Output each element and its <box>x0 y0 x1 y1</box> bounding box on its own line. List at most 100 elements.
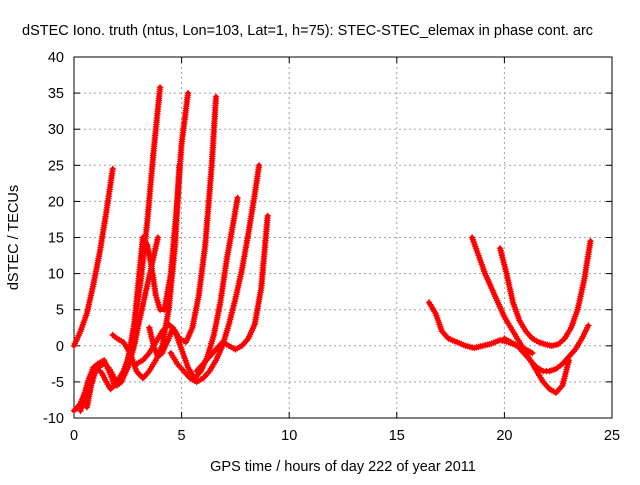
data-marker <box>156 351 164 359</box>
data-marker <box>537 366 545 374</box>
data-marker <box>460 341 467 349</box>
data-marker <box>111 333 119 340</box>
data-series <box>133 194 241 382</box>
data-marker <box>493 297 501 304</box>
data-marker <box>88 370 96 377</box>
data-marker <box>550 366 558 373</box>
data-marker <box>431 307 438 315</box>
data-marker <box>505 337 512 345</box>
data-marker <box>573 308 580 316</box>
y-tick-label: -10 <box>43 411 64 427</box>
data-marker <box>443 333 451 340</box>
data-marker <box>223 341 230 348</box>
data-marker <box>184 92 191 99</box>
data-marker <box>185 373 192 380</box>
data-marker <box>477 343 484 350</box>
data-marker <box>119 370 126 377</box>
data-marker <box>543 367 550 375</box>
data-marker <box>451 338 459 345</box>
data-marker <box>229 222 237 229</box>
data-marker <box>538 376 546 383</box>
data-marker <box>223 258 230 265</box>
data-marker <box>437 325 445 333</box>
data-marker <box>156 304 163 311</box>
x-tick-label: 15 <box>389 428 405 444</box>
data-marker <box>118 337 125 345</box>
data-marker <box>176 164 183 171</box>
data-marker <box>132 365 139 373</box>
data-marker <box>559 337 566 344</box>
y-tick-label: 15 <box>48 231 64 247</box>
data-marker <box>557 384 565 391</box>
data-marker <box>147 261 155 268</box>
data-marker <box>96 367 104 375</box>
data-marker <box>577 337 584 344</box>
data-marker <box>487 282 494 290</box>
data-marker <box>231 297 239 305</box>
grid <box>74 57 612 418</box>
y-tick-label: 40 <box>48 50 64 66</box>
data-series <box>468 234 573 396</box>
data-marker <box>544 384 552 391</box>
data-marker <box>164 337 171 344</box>
y-tick-label: -5 <box>51 375 64 391</box>
data-marker <box>142 239 149 246</box>
data-marker <box>151 341 158 348</box>
y-tick-label: 20 <box>48 194 64 210</box>
data-series <box>167 162 263 386</box>
data-marker <box>108 369 115 376</box>
data-marker <box>533 337 540 345</box>
data-marker <box>500 311 507 319</box>
data-marker <box>76 330 83 337</box>
y-axis-label: dSTEC / TECUs <box>6 185 22 290</box>
data-marker <box>211 348 218 355</box>
data-marker <box>96 250 103 258</box>
data-marker <box>509 297 516 304</box>
data-marker <box>184 362 191 369</box>
data-marker <box>109 167 116 175</box>
data-layer <box>70 84 594 414</box>
data-marker <box>188 326 195 334</box>
y-tick-label: 10 <box>48 267 64 283</box>
data-marker <box>217 340 225 348</box>
data-marker <box>243 337 250 344</box>
data-marker <box>80 395 88 402</box>
chart-title: dSTEC Iono. truth (ntus, Lon=103, Lat=1,… <box>22 23 593 39</box>
data-marker <box>105 383 113 390</box>
data-marker <box>98 361 106 369</box>
data-marker <box>264 214 271 222</box>
data-marker <box>527 333 534 340</box>
data-marker <box>82 312 90 319</box>
data-marker <box>216 301 224 308</box>
data-marker <box>550 388 558 395</box>
data-marker <box>211 359 218 366</box>
data-series <box>193 212 271 375</box>
data-marker <box>144 351 151 359</box>
data-marker <box>212 95 220 103</box>
data-marker <box>225 323 232 330</box>
data-series <box>501 322 592 375</box>
y-tick-label: 30 <box>48 122 64 138</box>
data-marker <box>178 366 186 373</box>
data-marker <box>515 315 522 322</box>
data-marker <box>557 362 564 369</box>
data-marker <box>102 376 109 383</box>
series-track <box>71 166 115 349</box>
data-marker <box>144 369 151 377</box>
data-marker <box>195 294 202 301</box>
y-tick-label: 25 <box>48 158 64 174</box>
x-tick-label: 10 <box>281 428 297 444</box>
data-marker <box>531 362 539 369</box>
data-marker <box>210 333 217 341</box>
data-marker <box>236 343 243 351</box>
data-marker <box>539 340 547 347</box>
data-marker <box>486 340 493 348</box>
data-series <box>496 237 594 349</box>
data-marker <box>250 323 258 330</box>
data-marker <box>204 355 212 362</box>
y-tick-label: 5 <box>56 303 64 319</box>
data-marker <box>481 268 488 275</box>
data-marker <box>518 348 526 355</box>
